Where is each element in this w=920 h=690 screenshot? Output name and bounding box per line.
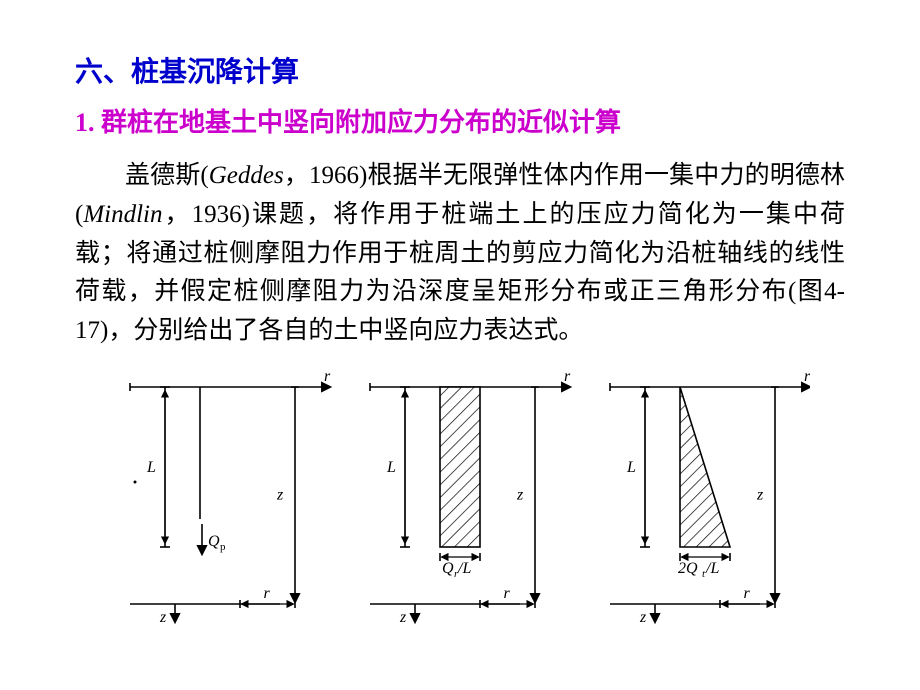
svg-text:z: z (399, 609, 407, 626)
section-heading: 六、桩基沉降计算 (75, 50, 845, 90)
svg-text:r: r (504, 585, 511, 602)
geddes-name: Geddes (209, 162, 284, 189)
svg-text:/L: /L (705, 560, 719, 577)
svg-text:r: r (264, 585, 271, 602)
text-run-1: 盖德斯( (125, 162, 209, 189)
svg-text:Q: Q (442, 560, 454, 577)
svg-text:r: r (744, 585, 751, 602)
svg-text:z: z (756, 486, 764, 503)
text-run-3: ，1936)课题，将作用于桩端土上的压应力简化为一集中荷载；将通过桩侧摩阻力作用… (75, 201, 845, 344)
svg-text:/L: /L (457, 560, 471, 577)
mindlin-name: Mindlin (83, 201, 162, 228)
distribution-diagrams: rzLQpzrrzLQr/LzrrzL2Qt/Lzr (110, 369, 810, 629)
body-paragraph: 盖德斯(Geddes，1966)根据半无限弹性体内作用一集中力的明德林(Mind… (75, 157, 845, 351)
svg-text:z: z (639, 609, 647, 626)
svg-text:z: z (276, 486, 284, 503)
svg-text:z: z (516, 486, 524, 503)
svg-text:L: L (146, 459, 156, 476)
subsection-heading: 1. 群桩在地基土中竖向附加应力分布的近似计算 (75, 102, 845, 139)
svg-text:L: L (386, 459, 396, 476)
svg-text:Q: Q (208, 533, 220, 550)
svg-text:p: p (220, 541, 226, 553)
svg-text:r: r (564, 369, 571, 385)
figure-4-17: rzLQpzrrzLQr/LzrrzL2Qt/Lzr (75, 369, 845, 634)
svg-text:z: z (159, 609, 167, 626)
svg-text:r: r (324, 369, 331, 385)
svg-text:L: L (626, 459, 636, 476)
svg-text:r: r (804, 369, 810, 385)
svg-text:2Q: 2Q (678, 560, 698, 577)
